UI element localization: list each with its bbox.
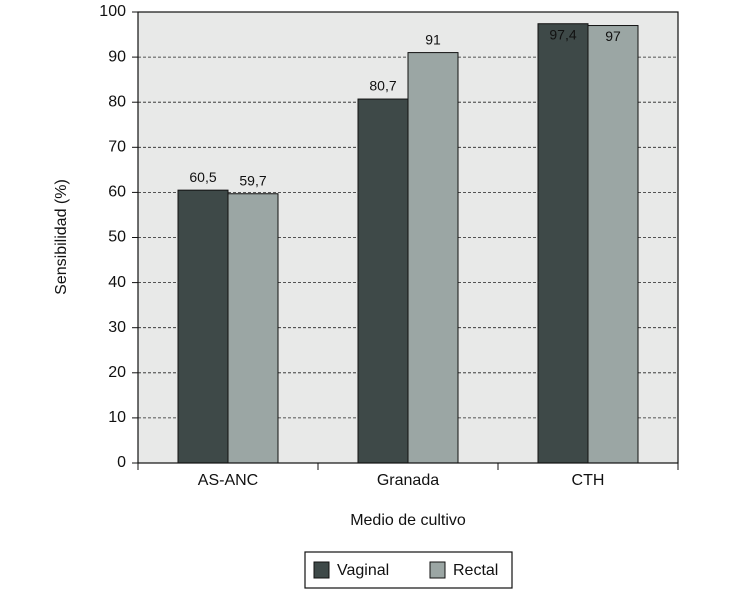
bar — [587, 25, 639, 464]
legend-label: Rectal — [453, 562, 498, 579]
value-label: 97,4 — [549, 26, 576, 42]
legend-box — [304, 551, 513, 589]
y-tick-label: 90 — [108, 48, 126, 65]
y-tick-label: 0 — [117, 454, 126, 471]
y-tick-label: 70 — [108, 139, 126, 156]
value-label: 91 — [425, 31, 441, 47]
y-tick-label: 30 — [108, 319, 126, 336]
x-axis-label: Medio de cultivo — [350, 512, 466, 529]
x-tick-label: AS-ANC — [198, 472, 258, 489]
y-tick-label: 60 — [108, 184, 126, 201]
value-label: 59,7 — [239, 172, 266, 188]
bar — [407, 52, 459, 464]
y-axis-label: Sensibilidad (%) — [53, 179, 70, 295]
plot-frame — [137, 11, 679, 464]
bar — [357, 98, 409, 464]
y-tick-label: 50 — [108, 229, 126, 246]
value-label: 80,7 — [369, 78, 396, 94]
bar — [537, 23, 589, 464]
bar — [177, 189, 229, 464]
legend-label: Vaginal — [337, 562, 389, 579]
bar — [227, 193, 279, 464]
legend-swatch — [429, 561, 446, 579]
y-tick-label: 100 — [99, 3, 126, 20]
x-tick-label: CTH — [572, 472, 605, 489]
y-tick-label: 10 — [108, 409, 126, 426]
y-tick-label: 20 — [108, 364, 126, 381]
x-tick-label: Granada — [377, 472, 439, 489]
value-label: 97 — [605, 28, 621, 44]
y-tick-label: 80 — [108, 93, 126, 110]
legend-swatch — [313, 561, 330, 579]
value-label: 60,5 — [189, 169, 216, 185]
y-tick-label: 40 — [108, 274, 126, 291]
